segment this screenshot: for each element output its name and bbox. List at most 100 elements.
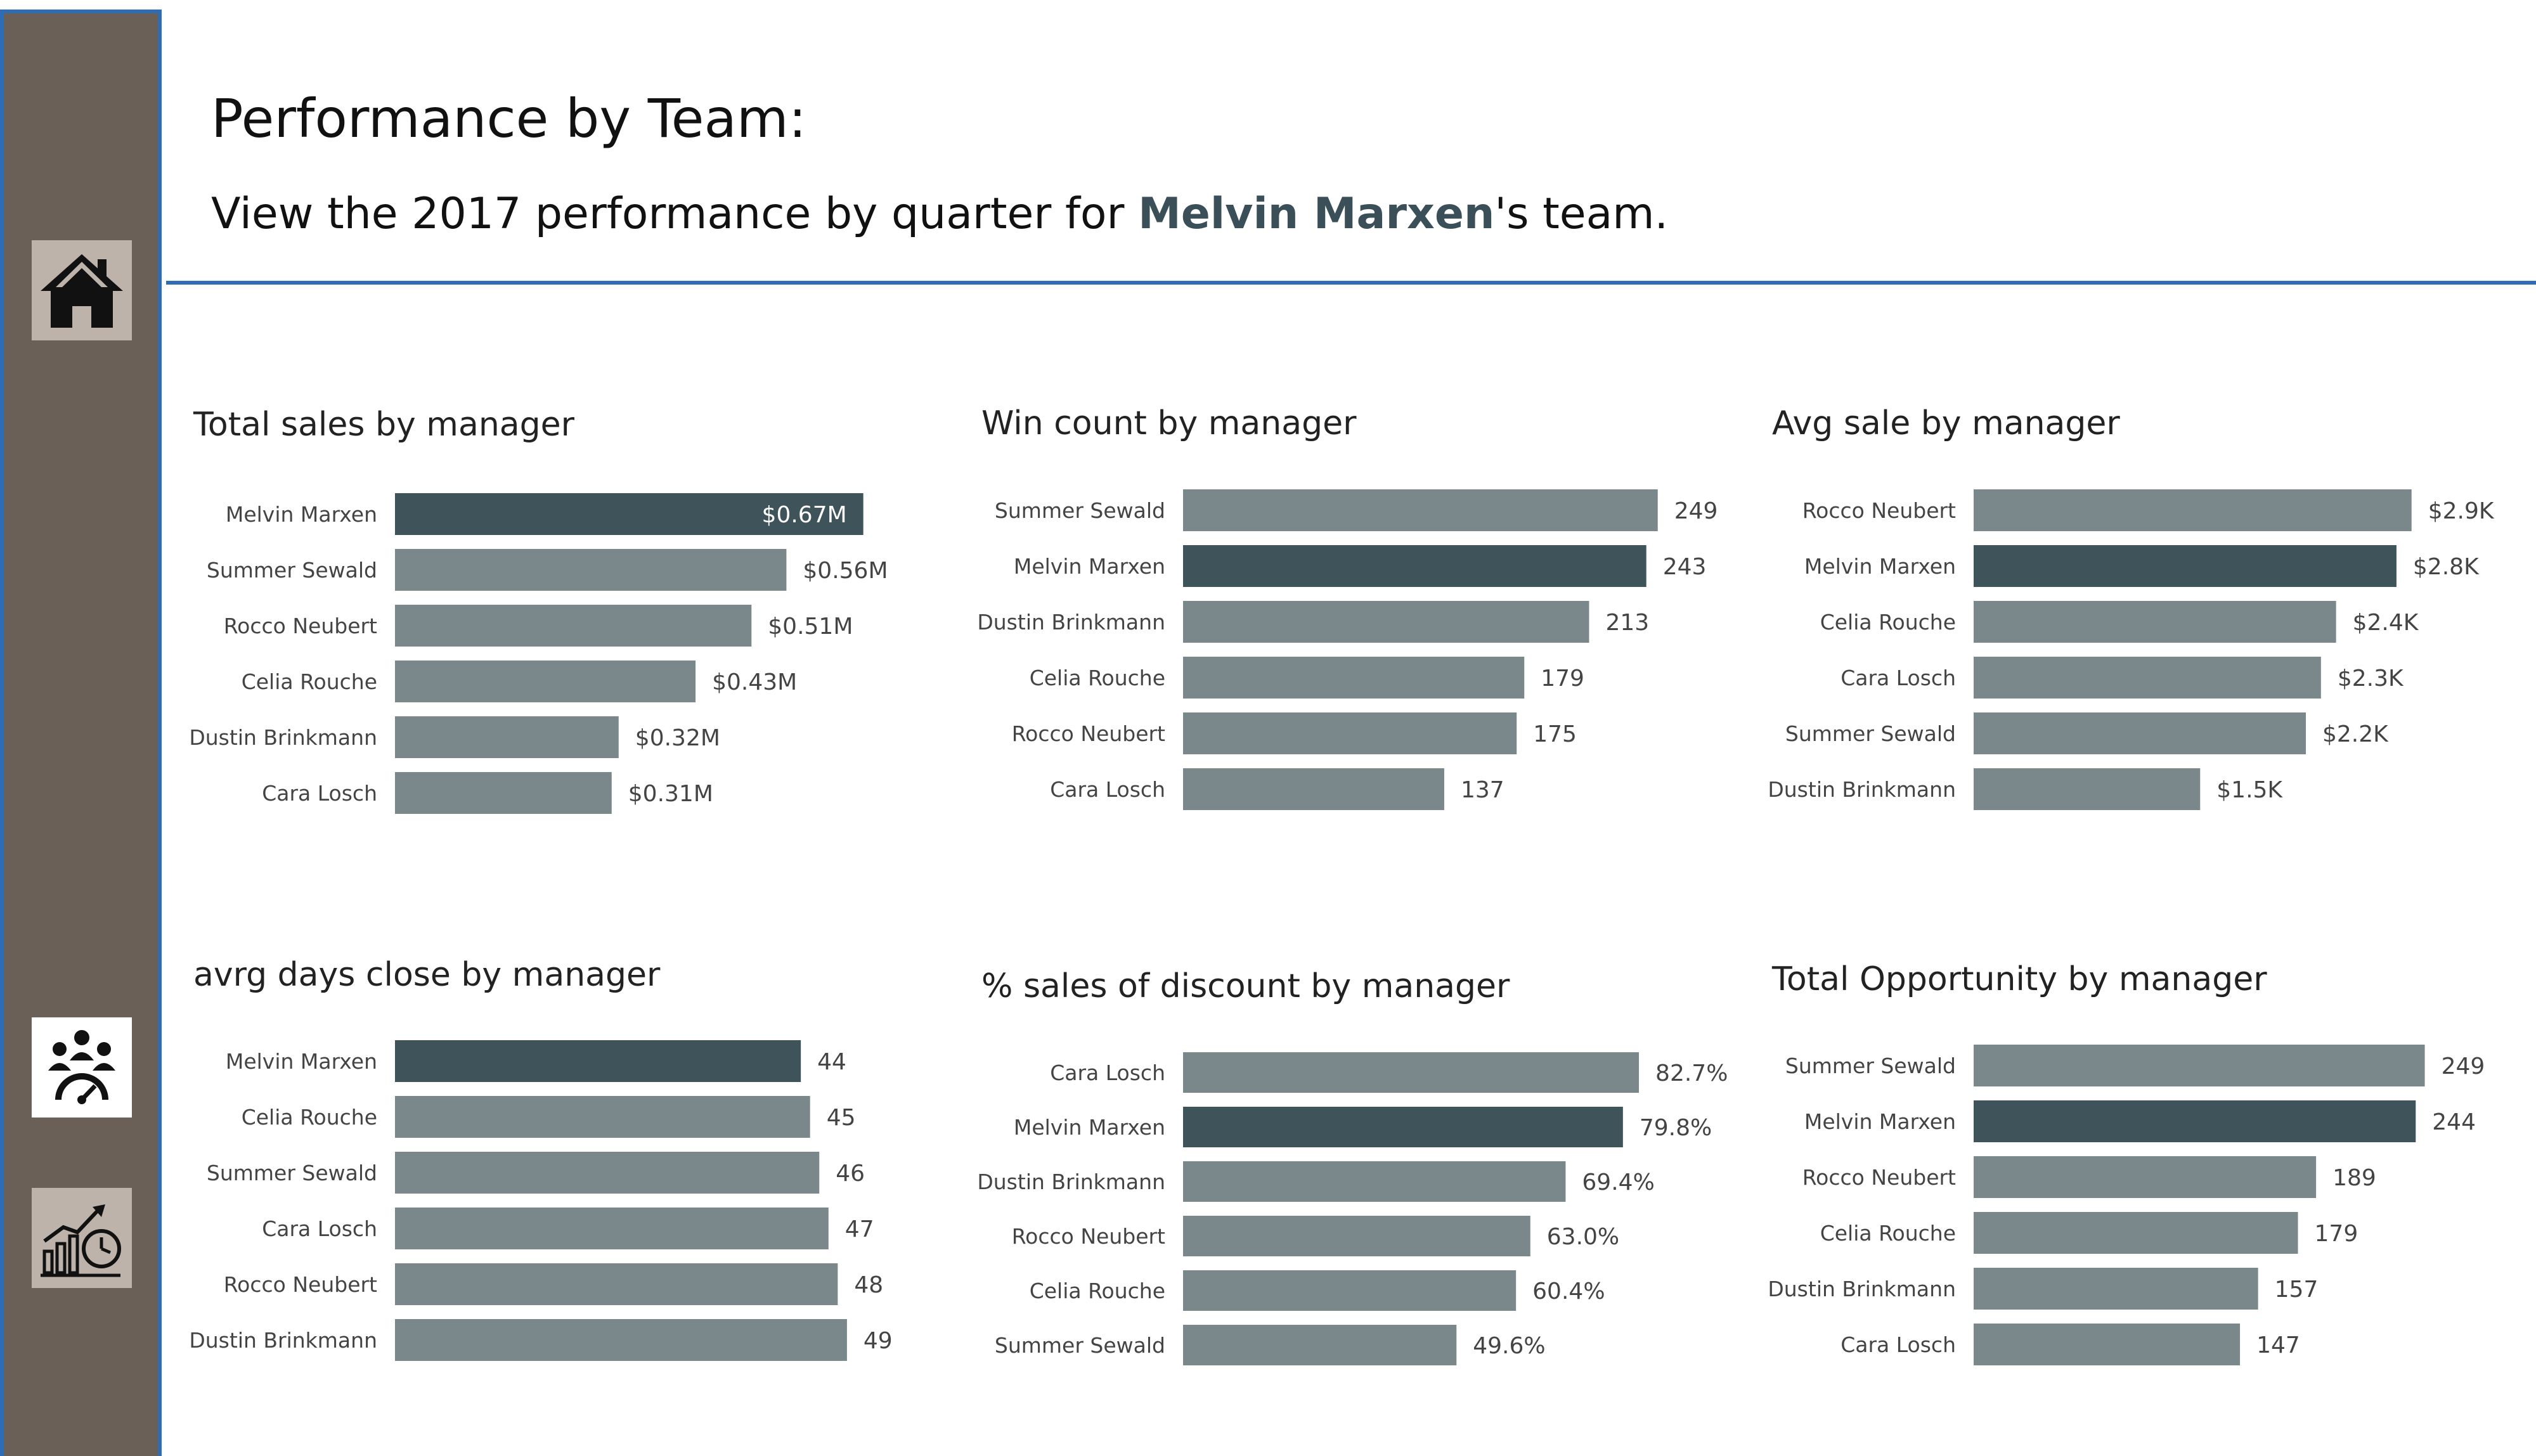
category-label: Celia Rouche: [1820, 610, 1956, 635]
data-label: 213: [1605, 610, 1649, 636]
category-label: Dustin Brinkmann: [1768, 1277, 1956, 1301]
bar[interactable]: [395, 660, 696, 702]
bar[interactable]: [1183, 1161, 1566, 1202]
data-label: $2.4K: [2353, 610, 2419, 636]
bar-highlighted[interactable]: [395, 1040, 801, 1082]
category-label: Dustin Brinkmann: [977, 1169, 1165, 1194]
bar[interactable]: [395, 1263, 838, 1305]
category-label: Celia Rouche: [1030, 1279, 1165, 1303]
data-label: $2.9K: [2428, 498, 2495, 524]
chart-title: Total sales by manager: [193, 406, 575, 444]
bar[interactable]: [395, 605, 752, 647]
data-label: 157: [2275, 1277, 2319, 1303]
data-label: 49.6%: [1473, 1333, 1545, 1359]
bar[interactable]: [395, 1208, 829, 1249]
category-label: Cara Losch: [1050, 777, 1165, 802]
category-label: Cara Losch: [1841, 1332, 1956, 1357]
bar[interactable]: [1974, 1324, 2241, 1365]
page-title: Performance by Team:: [211, 87, 807, 150]
chart-title: Total Opportunity by manager: [1772, 960, 2267, 998]
category-label: Summer Sewald: [1785, 1053, 1956, 1078]
data-label: 137: [1461, 777, 1504, 803]
subtitle-suffix: 's team.: [1494, 189, 1669, 239]
bar[interactable]: [1183, 712, 1517, 754]
bar[interactable]: [1974, 657, 2321, 699]
bar[interactable]: [1974, 1212, 2298, 1254]
data-label: 47: [845, 1216, 874, 1242]
chart-plot: Summer Sewald 249 Melvin Marxen 243 Dustin B…: [977, 489, 1718, 810]
chart-title: Avg sale by manager: [1772, 404, 2120, 442]
subtitle-prefix: View the 2017 performance by quarter for: [211, 189, 1139, 239]
bar-highlighted[interactable]: [1974, 1100, 2416, 1142]
data-label: 60.4%: [1532, 1279, 1605, 1305]
header-divider: [166, 281, 2536, 285]
bar[interactable]: [1974, 768, 2201, 810]
data-label: 189: [2332, 1165, 2376, 1191]
selected-manager-name: Melvin Marxen: [1138, 189, 1495, 239]
category-label: Rocco Neubert: [224, 614, 377, 638]
bar[interactable]: [1183, 657, 1525, 699]
category-label: Summer Sewald: [1785, 721, 1956, 746]
data-label: 249: [1674, 498, 1718, 524]
category-label: Rocco Neubert: [1012, 721, 1165, 746]
data-label: 82.7%: [1655, 1060, 1728, 1086]
bar[interactable]: [1183, 1052, 1640, 1093]
category-label: Celia Rouche: [242, 669, 377, 694]
bar[interactable]: [1974, 712, 2306, 754]
category-label: Dustin Brinkmann: [189, 1328, 377, 1353]
category-label: Celia Rouche: [1030, 666, 1165, 690]
growth-chart-icon: [41, 1204, 121, 1277]
data-label: 48: [854, 1272, 883, 1298]
bar[interactable]: [1974, 1268, 2258, 1310]
category-label: Summer Sewald: [207, 558, 377, 583]
bar[interactable]: [395, 772, 612, 814]
bar[interactable]: [1974, 1045, 2425, 1086]
bar[interactable]: [395, 1319, 847, 1361]
data-label: 179: [1541, 666, 1584, 692]
data-label: 45: [827, 1105, 856, 1131]
growth-chart-button[interactable]: [32, 1188, 132, 1288]
category-label: Summer Sewald: [207, 1161, 377, 1185]
bar[interactable]: [1974, 601, 2336, 643]
bar[interactable]: [1974, 1156, 2317, 1198]
bar-highlighted[interactable]: [1183, 545, 1646, 587]
chart-total-opportunity: Total Opportunity by manager Summer Sewa…: [1768, 960, 2533, 1404]
chart-win-count: Win count by manager Summer Sewald 249 Mel…: [977, 404, 1742, 848]
bar[interactable]: [1183, 768, 1444, 810]
category-label: Melvin Marxen: [1014, 554, 1165, 579]
data-label: 46: [836, 1161, 865, 1187]
category-label: Melvin Marxen: [1804, 554, 1956, 579]
bar-highlighted[interactable]: [1183, 1107, 1623, 1147]
chart-avg-sale: Avg sale by manager Rocco Neubert $2.9K Me…: [1768, 404, 2533, 848]
bar[interactable]: [1183, 489, 1658, 531]
chart-title: avrg days close by manager: [193, 956, 661, 994]
category-label: Summer Sewald: [995, 1333, 1165, 1358]
bar-highlighted[interactable]: [1974, 545, 2397, 587]
chart-total-sales: Total sales by manager Melvin Marxen $0.6…: [189, 406, 954, 849]
bar[interactable]: [395, 1152, 820, 1194]
bar-highlighted[interactable]: [395, 493, 864, 535]
bar[interactable]: [1183, 1325, 1457, 1365]
data-label: $0.43M: [712, 669, 797, 695]
category-label: Rocco Neubert: [1012, 1224, 1165, 1249]
home-button[interactable]: [32, 240, 132, 340]
category-label: Melvin Marxen: [226, 502, 377, 527]
data-label: 179: [2315, 1221, 2358, 1247]
data-label: 243: [1663, 554, 1707, 580]
chart-plot: Melvin Marxen 44 Celia Rouche 45 Summer Sewa…: [189, 1040, 893, 1361]
bar[interactable]: [1183, 1270, 1517, 1311]
bar[interactable]: [1183, 1216, 1530, 1256]
bar[interactable]: [395, 1096, 810, 1138]
bar[interactable]: [395, 716, 619, 758]
category-label: Dustin Brinkmann: [977, 610, 1165, 635]
category-label: Melvin Marxen: [226, 1049, 377, 1074]
data-label: 244: [2432, 1109, 2476, 1135]
bar[interactable]: [395, 549, 787, 591]
category-label: Cara Losch: [1841, 666, 1956, 690]
category-label: Cara Losch: [262, 1216, 377, 1241]
team-performance-button[interactable]: [32, 1017, 132, 1118]
category-label: Rocco Neubert: [1802, 1165, 1956, 1190]
chart-title: Win count by manager: [981, 404, 1357, 442]
bar[interactable]: [1974, 489, 2412, 531]
bar[interactable]: [1183, 601, 1589, 643]
